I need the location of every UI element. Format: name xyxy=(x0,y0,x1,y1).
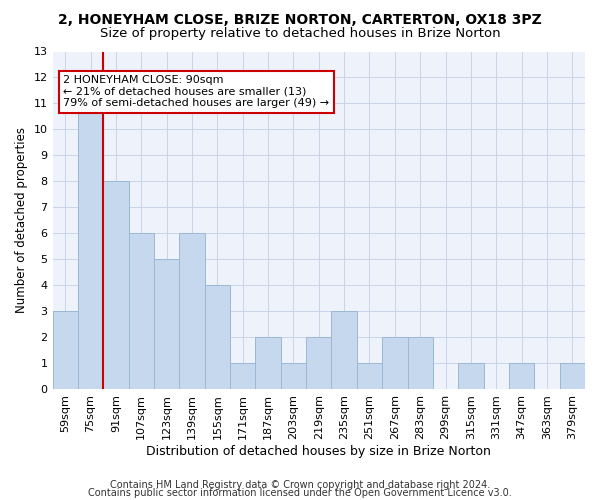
Bar xyxy=(78,104,103,389)
Text: 2, HONEYHAM CLOSE, BRIZE NORTON, CARTERTON, OX18 3PZ: 2, HONEYHAM CLOSE, BRIZE NORTON, CARTERT… xyxy=(58,12,542,26)
Bar xyxy=(357,363,382,389)
Bar xyxy=(256,337,281,389)
Bar xyxy=(560,363,585,389)
Text: 2 HONEYHAM CLOSE: 90sqm
← 21% of detached houses are smaller (13)
79% of semi-de: 2 HONEYHAM CLOSE: 90sqm ← 21% of detache… xyxy=(63,75,329,108)
Bar xyxy=(103,182,128,389)
Bar xyxy=(407,337,433,389)
Bar xyxy=(382,337,407,389)
Bar xyxy=(128,233,154,389)
Bar xyxy=(205,285,230,389)
Bar xyxy=(331,311,357,389)
Bar xyxy=(509,363,534,389)
Text: Size of property relative to detached houses in Brize Norton: Size of property relative to detached ho… xyxy=(100,28,500,40)
Bar xyxy=(281,363,306,389)
Text: Contains public sector information licensed under the Open Government Licence v3: Contains public sector information licen… xyxy=(88,488,512,498)
X-axis label: Distribution of detached houses by size in Brize Norton: Distribution of detached houses by size … xyxy=(146,444,491,458)
Bar xyxy=(53,311,78,389)
Bar xyxy=(230,363,256,389)
Bar xyxy=(306,337,331,389)
Y-axis label: Number of detached properties: Number of detached properties xyxy=(15,127,28,313)
Text: Contains HM Land Registry data © Crown copyright and database right 2024.: Contains HM Land Registry data © Crown c… xyxy=(110,480,490,490)
Bar xyxy=(179,233,205,389)
Bar xyxy=(154,259,179,389)
Bar xyxy=(458,363,484,389)
